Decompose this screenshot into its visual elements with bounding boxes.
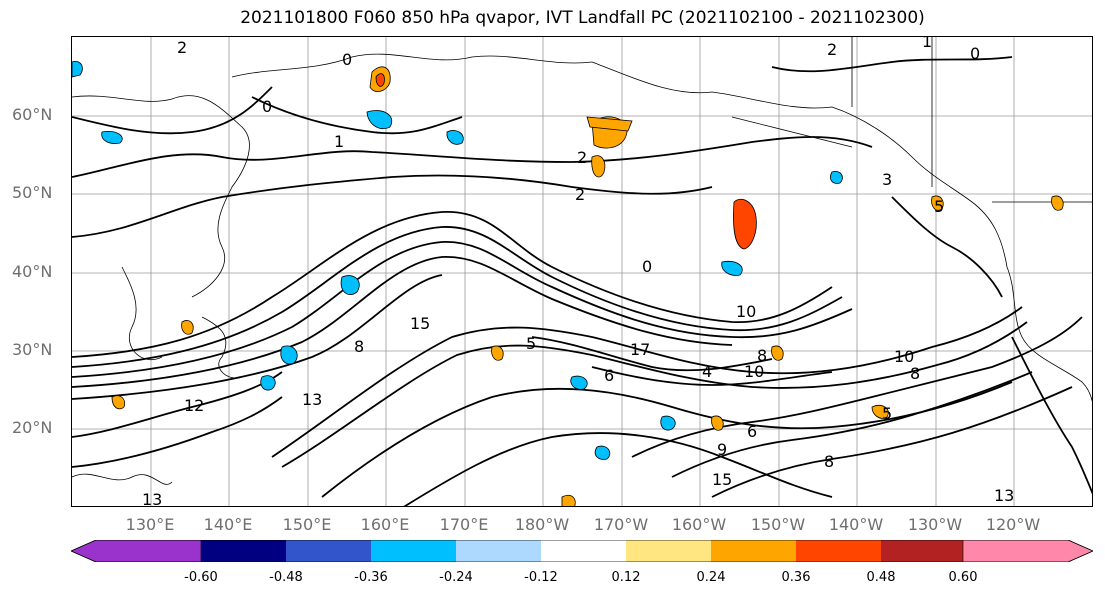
lon-label-160w: 160°W <box>671 515 727 534</box>
contour-label: 5 <box>882 404 892 423</box>
contour-label: 6 <box>747 422 757 441</box>
graticule <box>72 37 1092 506</box>
map-title: 2021101800 F060 850 hPa qvapor, IVT Land… <box>240 8 925 28</box>
lon-label-180w: 180°W <box>514 515 570 534</box>
map-canvas: 2 0 0 1 2 2 2 0 1 0 5 3 10 15 10 8 5 17 … <box>72 37 1092 507</box>
colorbar-tick: -0.12 <box>524 570 558 585</box>
contour-label-group: 2 0 0 1 2 2 2 0 1 0 5 3 10 15 10 8 5 17 … <box>142 37 1014 507</box>
anomaly-shading-positive <box>111 66 1064 506</box>
contour-label: 4 <box>702 362 712 381</box>
lon-label-140e: 140°E <box>203 515 253 534</box>
colorbar-tick: 0.12 <box>611 570 641 585</box>
contour-label: 8 <box>910 364 920 383</box>
anomaly-shading-strong-positive <box>375 73 757 250</box>
contour-label: 17 <box>630 340 650 359</box>
contour-label: 10 <box>744 362 764 381</box>
lat-label-40n: 40°N <box>12 262 53 281</box>
lat-label-60n: 60°N <box>12 105 53 124</box>
contour-label: 1 <box>922 37 932 51</box>
colorbar-tick: 0.36 <box>781 570 811 585</box>
contour-label: 2 <box>177 38 187 57</box>
contour-label: 13 <box>142 490 162 507</box>
lon-label-140w: 140°W <box>828 515 884 534</box>
colorbar-min-arrow <box>71 540 202 562</box>
contour-label: 6 <box>604 366 614 385</box>
colorbar-segment <box>541 540 626 562</box>
colorbar-segment <box>881 540 963 562</box>
lon-label-130e: 130°E <box>125 515 175 534</box>
anomaly-shading-negative <box>72 60 843 460</box>
colorbar-segment <box>626 540 711 562</box>
contour-label: 8 <box>757 346 767 365</box>
colorbar-segment <box>796 540 881 562</box>
coastlines <box>72 37 1092 485</box>
contour-label: 8 <box>354 337 364 356</box>
lon-label-120w: 120°W <box>985 515 1041 534</box>
lon-label-150e: 150°E <box>282 515 332 534</box>
contour-label: 8 <box>824 452 834 471</box>
lat-label-30n: 30°N <box>12 340 53 359</box>
colorbar-segment <box>371 540 456 562</box>
colorbar-tick: -0.60 <box>184 570 218 585</box>
colorbar-tick: 0.60 <box>948 570 978 585</box>
contour-label: 0 <box>342 50 352 69</box>
contour-label: 0 <box>970 44 980 63</box>
lat-label-20n: 20°N <box>12 418 53 437</box>
contour-label: 3 <box>882 170 892 189</box>
contour-label: 13 <box>302 390 322 409</box>
map-panel: 2 0 0 1 2 2 2 0 1 0 5 3 10 15 10 8 5 17 … <box>71 36 1093 507</box>
colorbar-segment <box>456 540 541 562</box>
contour-label: 9 <box>717 440 727 459</box>
colorbar-segment <box>711 540 796 562</box>
contour-label: 10 <box>894 347 914 366</box>
lon-label-170w: 170°W <box>593 515 649 534</box>
contour-label: 0 <box>262 97 272 116</box>
contour-label: 1 <box>334 132 344 151</box>
colorbar-tick: 0.24 <box>696 570 726 585</box>
contour-label: 2 <box>827 40 837 59</box>
contour-label: 10 <box>736 302 756 321</box>
contour-label: 2 <box>577 148 587 167</box>
colorbar-segment <box>201 540 286 562</box>
ivt-contours <box>72 56 1092 506</box>
lon-label-170e: 170°E <box>439 515 489 534</box>
contour-label: 13 <box>994 486 1014 505</box>
contour-label: 5 <box>526 334 536 353</box>
lon-label-150w: 150°W <box>750 515 806 534</box>
contour-label: 5 <box>934 197 944 216</box>
lat-label-50n: 50°N <box>12 183 53 202</box>
colorbar <box>71 540 1093 562</box>
contour-label: 15 <box>712 470 732 489</box>
contour-label: 2 <box>575 185 585 204</box>
colorbar-tick: -0.48 <box>269 570 303 585</box>
colorbar-max-arrow <box>962 540 1093 562</box>
contour-label: 0 <box>642 257 652 276</box>
colorbar-tick: 0.48 <box>866 570 896 585</box>
colorbar-segment <box>286 540 371 562</box>
contour-label: 15 <box>410 314 430 333</box>
colorbar-tick: -0.36 <box>354 570 388 585</box>
lon-label-160e: 160°E <box>360 515 410 534</box>
contour-label: 12 <box>184 396 204 415</box>
lon-label-130w: 130°W <box>907 515 963 534</box>
colorbar-tick: -0.24 <box>439 570 473 585</box>
